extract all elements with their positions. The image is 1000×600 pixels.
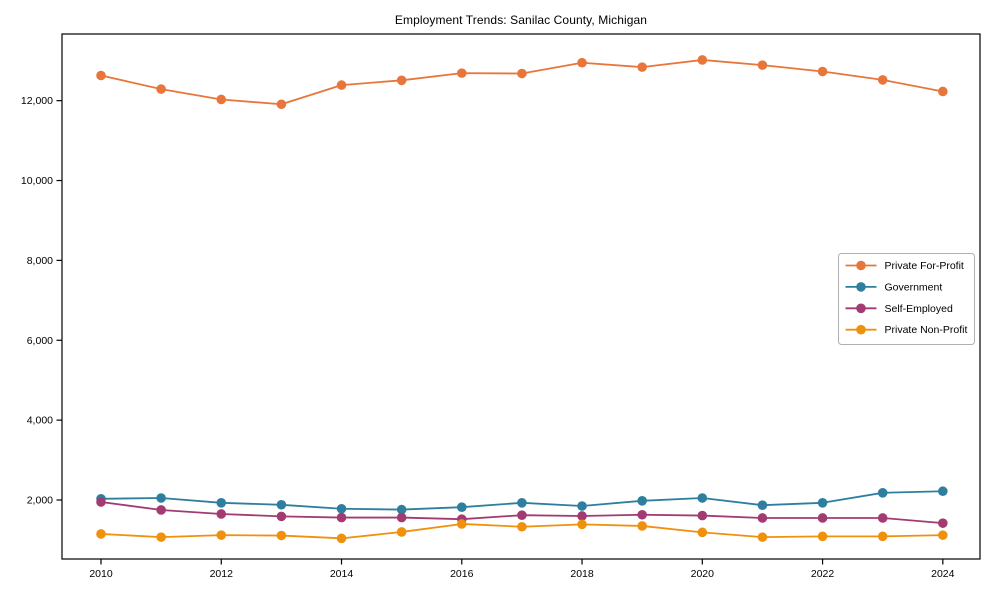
series-marker-government (276, 499, 287, 510)
series-marker-private-non-profit (216, 530, 227, 540)
series-marker-private-non-profit (757, 532, 768, 542)
series-marker-government (757, 500, 768, 510)
series-marker-private-non-profit (517, 521, 527, 532)
y-tick-label: 10,000 (21, 175, 53, 187)
plot-border (61, 33, 981, 560)
series-marker-government (517, 497, 527, 508)
series-marker-private-non-profit (456, 519, 467, 529)
series-marker-self-employed (336, 512, 347, 523)
y-tick-label: 2,000 (27, 495, 53, 507)
legend-label: Private Non-Profit (885, 324, 968, 336)
series-marker-self-employed (276, 511, 287, 522)
series-marker-self-employed (216, 509, 227, 519)
series-marker-private-non-profit (938, 530, 948, 540)
series-marker-government (697, 493, 708, 503)
series-marker-self-employed (757, 513, 768, 523)
x-tick-label: 2014 (330, 568, 354, 580)
y-tick-label: 12,000 (21, 95, 53, 107)
series-marker-private-non-profit (96, 529, 106, 539)
series-marker-self-employed (577, 511, 587, 521)
series-marker-private-for-profit (697, 55, 708, 65)
series-marker-private-non-profit (276, 530, 287, 541)
series-marker-private-for-profit (396, 75, 407, 86)
x-tick-label: 2018 (570, 568, 594, 580)
series-line-private-for-profit (100, 59, 943, 106)
series-marker-private-for-profit (96, 70, 106, 81)
series-marker-private-non-profit (336, 533, 347, 544)
series-marker-private-for-profit (637, 62, 647, 72)
series-marker-private-for-profit (517, 68, 527, 79)
series-marker-government (637, 495, 647, 506)
series-marker-government (396, 504, 407, 515)
legend-label: Government (885, 281, 943, 293)
series-marker-private-for-profit (156, 84, 166, 94)
series-marker-self-employed (637, 509, 647, 520)
legend-item-self-employed: Self-Employed (845, 303, 953, 315)
x-tick-label: 2024 (931, 568, 955, 580)
series-marker-private-for-profit (817, 66, 828, 77)
series-marker-government (336, 503, 347, 514)
series-marker-self-employed (697, 510, 708, 521)
series-marker-self-employed (96, 497, 106, 507)
series-marker-private-for-profit (276, 99, 287, 110)
series-marker-self-employed (517, 510, 527, 520)
series-marker-private-non-profit (877, 531, 888, 542)
series-marker-private-non-profit (817, 531, 828, 542)
legend-item-private-for-profit: Private For-Profit (845, 260, 964, 272)
series-marker-government (216, 497, 227, 508)
legend: Private For-Profit Government Self-Employe… (838, 253, 975, 345)
series-marker-private-non-profit (577, 519, 587, 530)
y-tick-label: 4,000 (27, 415, 53, 427)
x-tick-label: 2020 (691, 568, 715, 580)
legend-marker-icon (856, 303, 866, 314)
series-marker-self-employed (156, 505, 166, 515)
series-marker-private-non-profit (396, 527, 407, 537)
series-marker-private-for-profit (577, 57, 587, 68)
series-marker-private-for-profit (216, 94, 227, 105)
y-tick-label: 8,000 (27, 255, 53, 267)
series-marker-government (156, 493, 166, 503)
legend-item-government: Government (845, 281, 943, 293)
x-tick-label: 2012 (210, 568, 234, 580)
chart-title: Employment Trends: Sanilac County, Michi… (394, 13, 648, 27)
series-marker-self-employed (877, 513, 888, 523)
legend-box (838, 253, 975, 345)
series-marker-self-employed (938, 518, 948, 528)
legend-marker-icon (856, 324, 866, 335)
series-marker-government (938, 486, 948, 497)
series-marker-private-for-profit (938, 86, 948, 97)
series-marker-government (817, 497, 828, 508)
series-marker-private-for-profit (456, 68, 467, 78)
series-marker-private-non-profit (156, 532, 166, 542)
legend-marker-icon (856, 260, 866, 271)
series-marker-private-for-profit (336, 80, 347, 90)
series-marker-government (456, 502, 467, 512)
series-marker-private-non-profit (697, 527, 708, 538)
series-marker-self-employed (396, 512, 407, 523)
series-marker-government (877, 488, 888, 498)
x-tick-label: 2022 (811, 568, 835, 580)
legend-label: Self-Employed (885, 303, 953, 315)
series-marker-government (577, 501, 587, 511)
y-tick-label: 6,000 (27, 335, 53, 347)
series-marker-private-non-profit (637, 521, 647, 531)
legend-marker-icon (856, 282, 866, 292)
x-tick-label: 2010 (89, 568, 113, 580)
legend-label: Private For-Profit (885, 260, 964, 272)
legend-item-private-non-profit: Private Non-Profit (845, 324, 968, 336)
series-marker-private-for-profit (877, 75, 888, 85)
series-marker-private-for-profit (757, 60, 768, 70)
series-marker-self-employed (817, 513, 828, 523)
x-tick-label: 2016 (450, 568, 474, 580)
